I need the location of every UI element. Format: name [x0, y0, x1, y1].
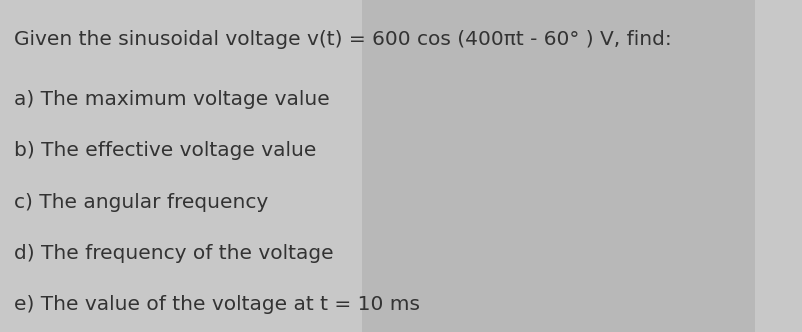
Text: b) The effective voltage value: b) The effective voltage value [14, 141, 316, 160]
Text: e) The value of the voltage at t = 10 ms: e) The value of the voltage at t = 10 ms [14, 295, 419, 314]
Text: d) The frequency of the voltage: d) The frequency of the voltage [14, 244, 333, 263]
FancyBboxPatch shape [363, 0, 755, 332]
Text: c) The angular frequency: c) The angular frequency [14, 193, 268, 211]
Text: a) The maximum voltage value: a) The maximum voltage value [14, 90, 330, 109]
Text: Given the sinusoidal voltage v(t) = 600 cos (400πt - 60° ) V, find:: Given the sinusoidal voltage v(t) = 600 … [14, 30, 671, 49]
